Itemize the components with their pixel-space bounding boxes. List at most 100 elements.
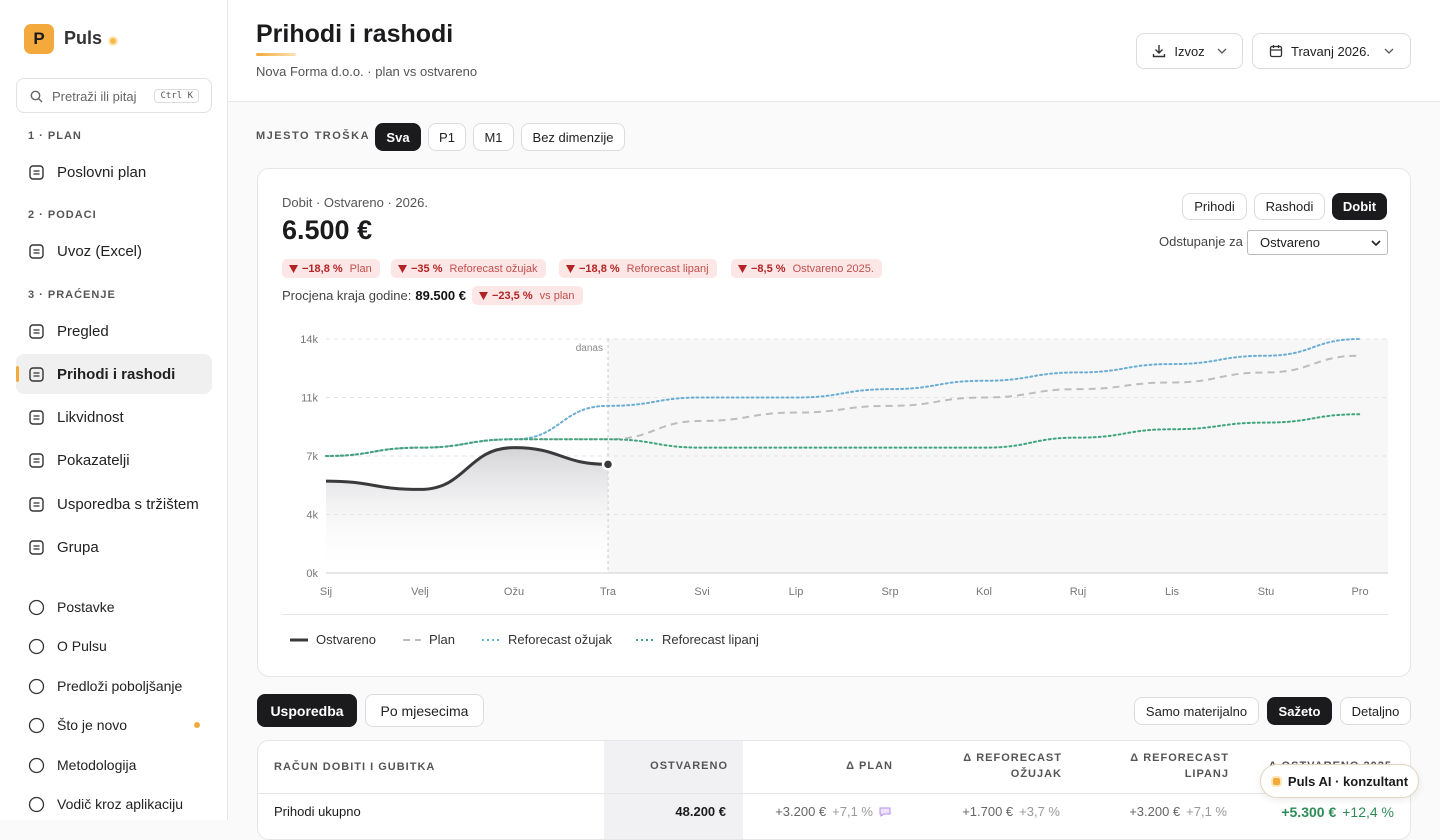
nav-label: Pokazatelji <box>57 451 130 469</box>
calendar-icon <box>1269 45 1283 58</box>
nav-icon <box>28 717 45 733</box>
comment-icon <box>879 807 891 817</box>
chevron <box>1371 239 1381 246</box>
arrow-shape <box>398 264 407 273</box>
filter-pill[interactable]: M1 <box>473 123 514 151</box>
x-tick-label: Sij <box>320 586 332 598</box>
status-dot <box>108 36 118 46</box>
nav-label: Vodič kroz aplikaciju <box>57 796 184 812</box>
filter-pill[interactable]: P1 <box>428 123 466 151</box>
nav-item[interactable]: Vodič kroz aplikaciju <box>16 784 212 824</box>
legend-item: Plan <box>403 632 455 647</box>
series-line <box>325 413 1361 457</box>
nav-label: Metodologija <box>57 757 137 773</box>
nav-icon <box>29 452 44 468</box>
area <box>326 447 608 573</box>
nav-item[interactable]: Prihodi i rashodi <box>16 354 212 394</box>
deviation-label: Odstupanje za <box>1159 234 1243 249</box>
table-tab[interactable]: Usporedba <box>257 694 357 727</box>
x-tick-label: Srp <box>881 586 898 598</box>
legend-label: Reforecast lipanj <box>662 632 759 647</box>
nav-item[interactable]: Metodologija <box>16 745 212 785</box>
badge-value: −18,8 % <box>579 262 620 275</box>
brand: Puls <box>64 28 103 48</box>
view-toggle[interactable]: Samo materijalno <box>1134 697 1259 725</box>
nav-item[interactable]: Pregled <box>16 311 212 351</box>
assistant-button[interactable]: Puls AI · konzultant <box>1260 764 1419 798</box>
arrow-shape <box>478 291 488 300</box>
nav-item[interactable]: Pokazatelji <box>16 440 212 480</box>
nav-item[interactable]: Grupa <box>16 527 212 567</box>
view-toggle[interactable]: Sažeto <box>1267 697 1332 725</box>
download-icon <box>1153 45 1166 58</box>
select-value: Ostvareno <box>1260 235 1320 250</box>
icon-shape <box>29 409 44 425</box>
icon-shape <box>33 248 40 254</box>
nav-item[interactable]: Usporedba s tržištem <box>16 484 212 524</box>
nav-icon <box>28 599 45 615</box>
badge-label: Reforecast lipanj <box>626 262 709 275</box>
y-tick-label: 4k <box>306 510 318 522</box>
app: P Puls Pretraži ili pitaj Ctrl K 1 · PLA… <box>0 0 1440 820</box>
page: Prihodi i rashodi { "sidebar": { "logo":… <box>0 0 1440 820</box>
period-button[interactable]: Travanj 2026. <box>1252 33 1411 69</box>
x-tick-label: Ruj <box>1070 586 1087 598</box>
nav-icon <box>29 243 44 259</box>
nav-label: Poslovni plan <box>57 163 147 181</box>
header: Prihodi i rashodi Nova Forma d.o.o. · pl… <box>228 0 1440 102</box>
arrow-shape <box>289 264 298 273</box>
nav-icon <box>29 496 44 512</box>
y-tick-label: 0k <box>306 568 318 580</box>
x-tick-label: Kol <box>976 586 992 598</box>
table-tab[interactable]: Po mjesecima <box>365 694 484 727</box>
view-toggle[interactable]: Detaljno <box>1340 697 1411 725</box>
title-underline <box>256 53 296 56</box>
last-point <box>601 458 615 471</box>
column-header: Δ REFORECAST OŽUJAK <box>963 752 1062 780</box>
legend-label: Plan <box>429 632 456 647</box>
x-tick-label: Ožu <box>504 586 524 598</box>
x-tick-label: Stu <box>1258 586 1275 598</box>
nav-item[interactable]: Predloži poboljšanje <box>16 666 212 706</box>
deviation-badge: −35 % Reforecast ožujak <box>391 259 546 278</box>
down-arrow <box>478 291 488 300</box>
nav-icon <box>28 757 45 773</box>
cell-value: 48.200 € <box>675 804 726 819</box>
nav-label: Predloži poboljšanje <box>57 678 183 694</box>
down-arrow <box>566 264 575 273</box>
legend-separator <box>282 614 1388 615</box>
badge-label: Ostvareno 2025. <box>792 262 874 275</box>
metric-tab[interactable]: Dobit <box>1332 193 1387 220</box>
icon-shape <box>29 164 44 180</box>
y-tick-label: 11k <box>301 393 318 405</box>
legend-swatch <box>636 638 654 641</box>
nav-item[interactable]: Likvidnost <box>16 397 212 437</box>
nav-item[interactable]: Što je novo <box>16 705 212 745</box>
row-divider <box>258 793 1410 794</box>
delta-percent: +7,1 % <box>1186 804 1227 819</box>
filter-pill[interactable]: Bez dimenzije <box>521 123 625 151</box>
metric-tab[interactable]: Rashodi <box>1254 193 1325 220</box>
y-tick-label: 7k <box>306 451 318 463</box>
nav-item[interactable]: O Pulsu <box>16 626 212 666</box>
metric-tab[interactable]: Prihodi <box>1182 193 1247 220</box>
nav-item[interactable]: Uvoz (Excel) <box>16 231 212 271</box>
chevron <box>1217 48 1227 54</box>
nav-item[interactable]: Postavke <box>16 587 212 627</box>
badge-value: −18,8 % <box>302 262 343 275</box>
line-chart: 0k 4k 7k 11k 14k Sij Velj Ožu Tra Svi Lip Srp Kol Ruj… <box>300 334 1388 598</box>
legend-item: Reforecast lipanj <box>636 632 759 647</box>
search-placeholder: Pretraži ili pitaj <box>52 89 137 104</box>
new-dot <box>194 722 200 728</box>
filter-pill[interactable]: Sva <box>375 123 421 151</box>
deviation-select[interactable]: Ostvareno <box>1247 230 1388 255</box>
card-kicker: Dobit · Ostvareno · 2026. <box>282 195 428 210</box>
forecast-value: 89.500 € <box>415 288 466 303</box>
nav-icon <box>29 366 44 382</box>
deviation-badge: −18,8 % Reforecast lipanj <box>559 259 717 278</box>
chevron <box>1384 48 1394 54</box>
nav-item[interactable]: Poslovni plan <box>16 152 212 192</box>
export-button[interactable]: Izvoz <box>1136 33 1243 69</box>
icon-shape <box>33 371 40 377</box>
search-box[interactable]: Pretraži ili pitaj Ctrl K <box>16 78 212 113</box>
